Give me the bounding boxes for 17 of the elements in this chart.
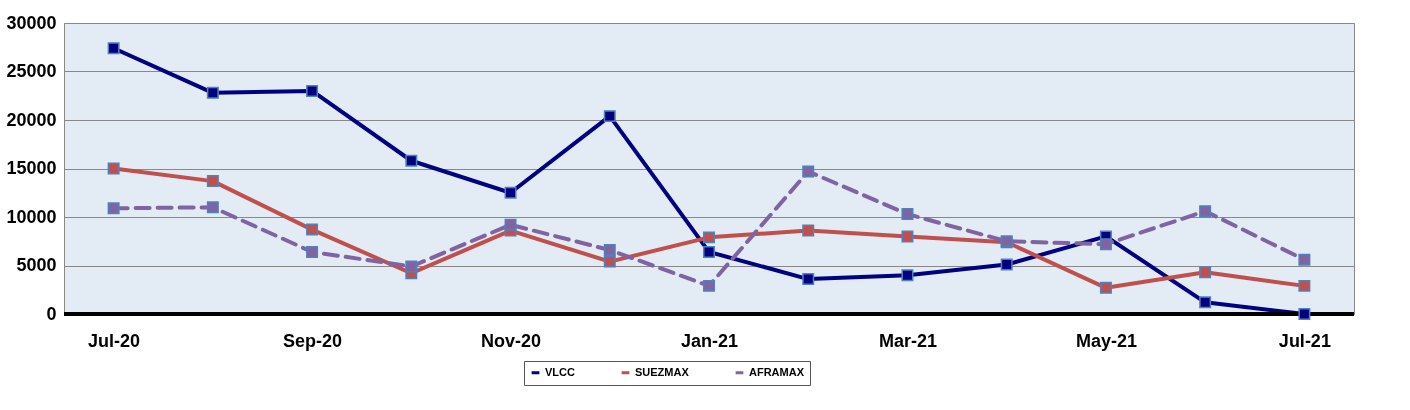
y-tick-label: 30000 <box>6 12 57 33</box>
y-tick-label: 25000 <box>6 61 57 81</box>
y-tick-label: 20000 <box>6 109 57 130</box>
x-tick-label: Jul-21 <box>1278 330 1331 351</box>
legend-label: AFRAMAX <box>749 365 805 378</box>
x-tick-label: Jul-20 <box>88 330 141 351</box>
x-tick-label: May-21 <box>1075 330 1137 351</box>
x-tick-label: Nov-20 <box>481 330 542 351</box>
y-tick-label: 10000 <box>6 206 57 227</box>
y-tick-label: 15000 <box>6 158 57 178</box>
legend-label: VLCC <box>545 365 575 378</box>
y-tick-label: 5000 <box>16 255 57 275</box>
x-tick-label: Sep-20 <box>283 330 343 351</box>
x-tick-label: Jan-21 <box>680 330 739 351</box>
legend-label: SUEZMAX <box>635 365 690 378</box>
y-tick-label: 0 <box>46 303 57 324</box>
x-tick-label: Mar-21 <box>878 330 937 351</box>
